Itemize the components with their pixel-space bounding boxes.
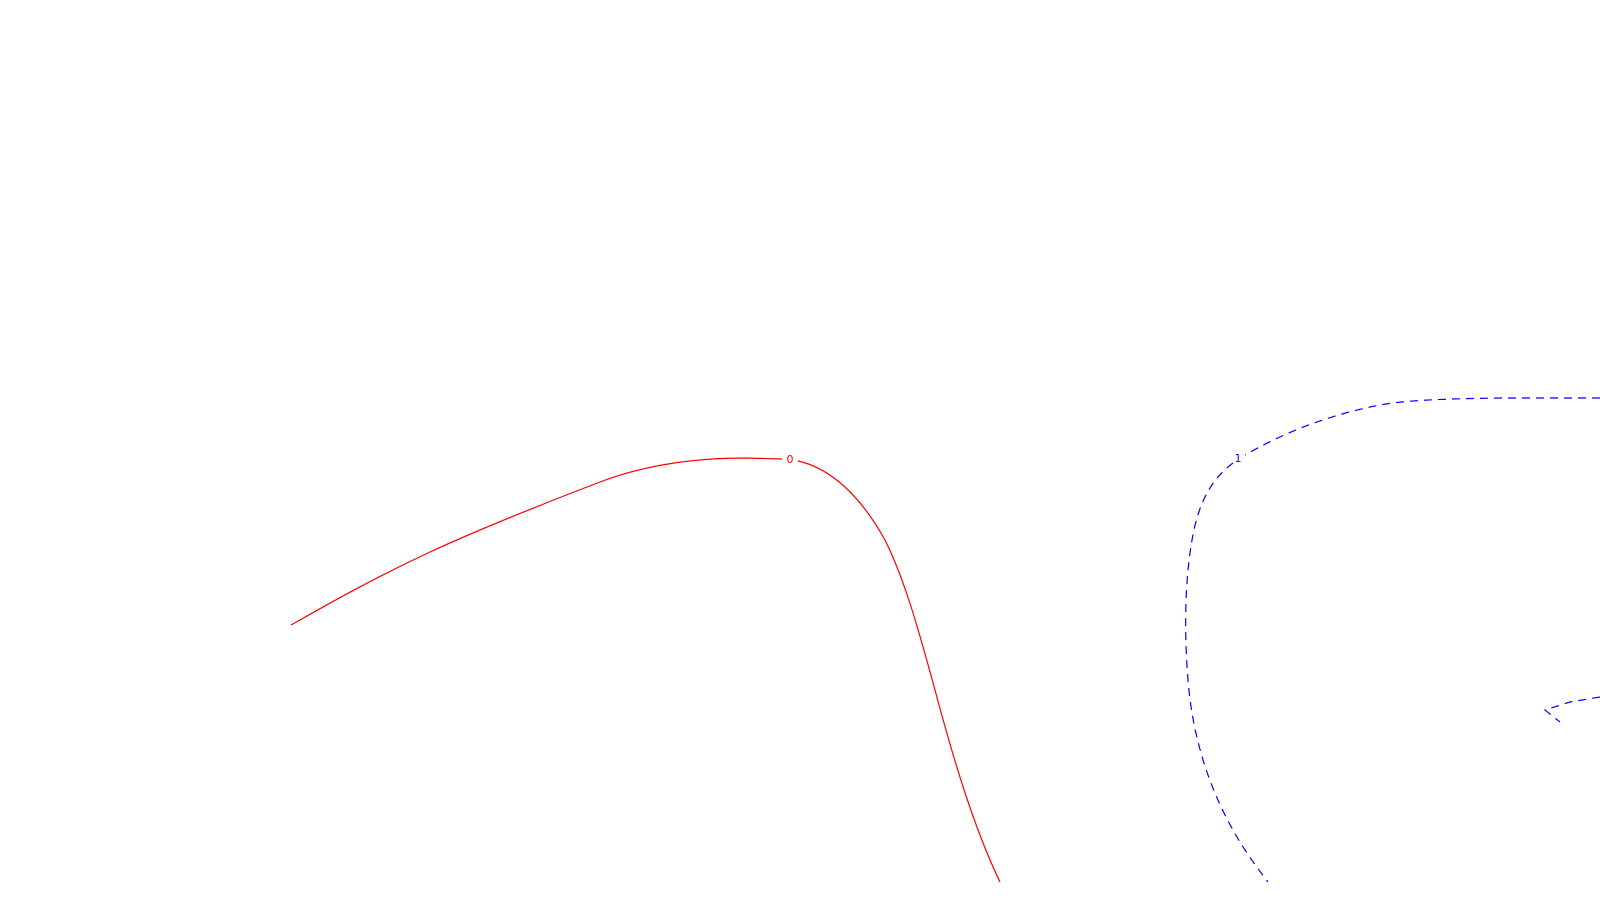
contour-1-path-small xyxy=(1543,696,1600,723)
contour-1-label: 1 xyxy=(1235,452,1242,465)
contour-1-path-upper xyxy=(1244,397,1600,456)
contour-1-path-lower xyxy=(1185,462,1269,883)
contour-line-0: 0 xyxy=(290,453,1001,883)
contour-line-1: 1 xyxy=(1185,397,1600,883)
contour-0-path xyxy=(290,457,1001,883)
contour-0-label: 0 xyxy=(787,453,794,466)
